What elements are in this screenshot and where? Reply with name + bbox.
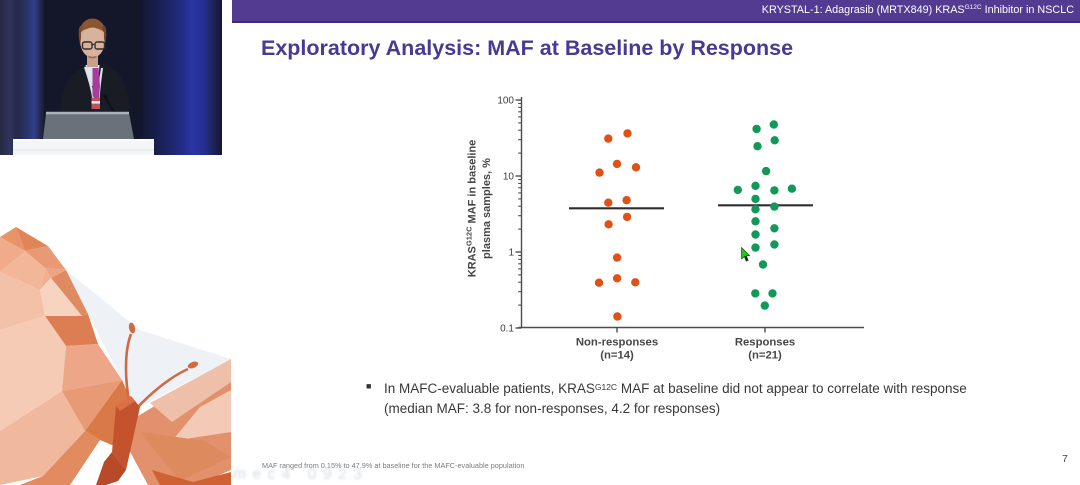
svg-text:KRASG12C MAF in baseline: KRASG12C MAF in baseline [465, 140, 479, 278]
svg-text:Non-responses: Non-responses [576, 337, 658, 349]
svg-text:plasma samples, %: plasma samples, % [481, 158, 493, 259]
svg-text:100: 100 [497, 96, 514, 107]
svg-text:(n=21): (n=21) [748, 350, 782, 362]
svg-text:10: 10 [503, 172, 515, 183]
svg-text:(n=14): (n=14) [600, 350, 634, 362]
svg-text:Responses: Responses [735, 337, 795, 349]
svg-text:1: 1 [508, 248, 514, 259]
svg-text:0.1: 0.1 [500, 324, 514, 335]
